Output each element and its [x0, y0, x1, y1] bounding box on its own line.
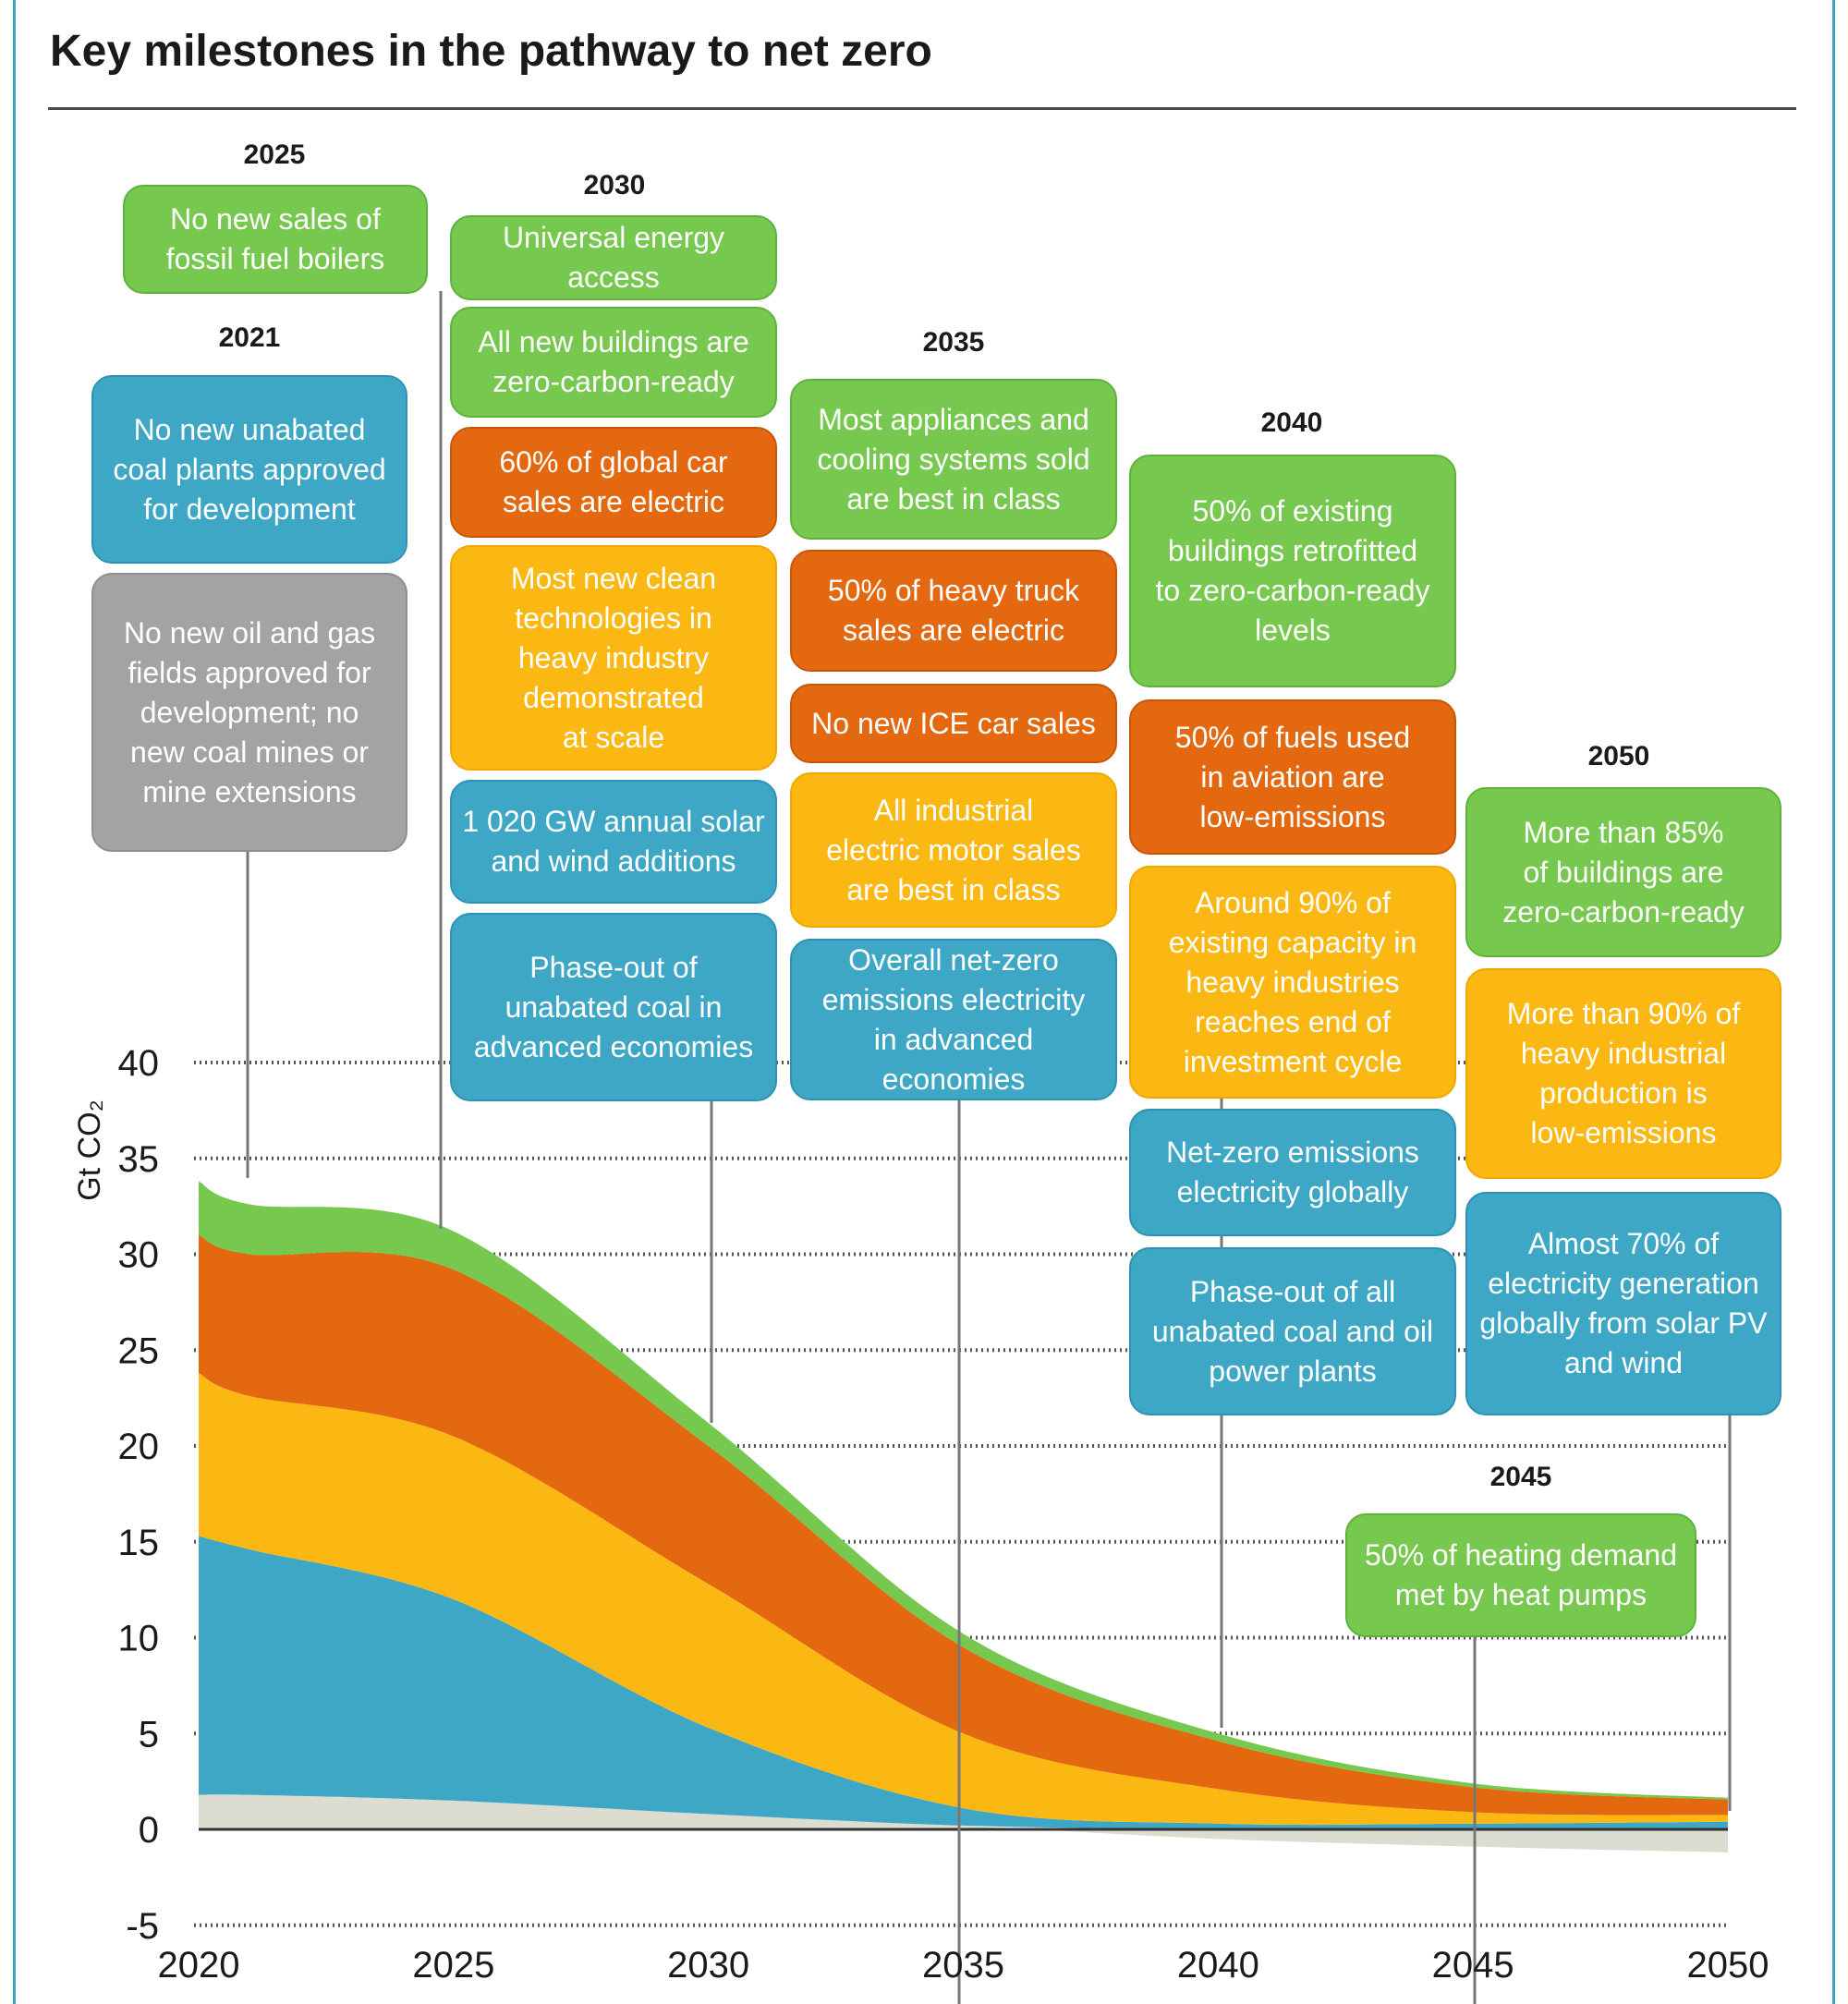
- x-tick-label: 2025: [412, 1945, 494, 1986]
- milestone-box-2040-3: Net-zero emissions electricity globally: [1129, 1109, 1456, 1236]
- x-tick-label: 2040: [1177, 1945, 1259, 1986]
- milestone-box-2035-4: Overall net-zero emissions electricity i…: [790, 939, 1117, 1100]
- y-tick-label: 5: [139, 1714, 159, 1755]
- chart-title: Key milestones in the pathway to net zer…: [50, 27, 932, 76]
- y-tick-label: 15: [118, 1523, 160, 1563]
- milestone-year-label: 2030: [584, 170, 646, 200]
- milestone-box-2030-1: All new buildings are zero-carbon-ready: [450, 307, 777, 418]
- milestone-box-2021-0: No new unabated coal plants approved for…: [91, 375, 407, 564]
- milestone-box-2035-3: All industrial electric motor sales are …: [790, 772, 1117, 928]
- area-series-orange: [199, 1234, 1728, 1816]
- milestone-year-label: 2025: [244, 140, 306, 170]
- milestone-box-2050-1: More than 90% of heavy industrial produc…: [1465, 968, 1781, 1179]
- area-series-beige: [199, 1794, 1728, 1852]
- x-tick-label: 2035: [922, 1945, 1004, 1986]
- milestone-box-2040-1: 50% of fuels used in aviation are low-em…: [1129, 699, 1456, 855]
- milestone-year-label: 2035: [923, 327, 985, 358]
- y-tick-label: 25: [118, 1330, 160, 1371]
- milestone-box-2035-0: Most appliances and cooling systems sold…: [790, 379, 1117, 540]
- milestone-box-2030-3: Most new clean technologies in heavy ind…: [450, 545, 777, 771]
- milestone-box-2050-2: Almost 70% of electricity generation glo…: [1465, 1192, 1781, 1415]
- milestone-box-2021-1: No new oil and gas fields approved for d…: [91, 573, 407, 852]
- area-series-green: [199, 1181, 1728, 1800]
- y-tick-label: 40: [118, 1043, 160, 1084]
- milestone-year-label: 2045: [1490, 1462, 1552, 1492]
- frame-right-border: [1832, 0, 1835, 2004]
- milestone-box-2030-2: 60% of global car sales are electric: [450, 427, 777, 538]
- area-series-yellow: [199, 1373, 1728, 1826]
- x-tick-label: 2020: [158, 1945, 240, 1986]
- milestone-box-2050-0: More than 85% of buildings are zero-carb…: [1465, 787, 1781, 957]
- milestone-box-2030-0: Universal energy access: [450, 215, 777, 300]
- milestone-box-2030-5: Phase-out of unabated coal in advanced e…: [450, 913, 777, 1101]
- y-tick-label: 30: [118, 1235, 160, 1276]
- milestone-box-2040-2: Around 90% of existing capacity in heavy…: [1129, 866, 1456, 1099]
- y-tick-label: 10: [118, 1619, 160, 1659]
- milestone-box-2035-2: No new ICE car sales: [790, 684, 1117, 763]
- milestone-box-2035-1: 50% of heavy truck sales are electric: [790, 550, 1117, 672]
- x-tick-label: 2050: [1687, 1945, 1769, 1986]
- x-tick-label: 2030: [667, 1945, 749, 1986]
- milestone-year-label: 2050: [1588, 741, 1650, 771]
- milestone-box-2025-0: No new sales of fossil fuel boilers: [123, 185, 428, 294]
- y-tick-label: 35: [118, 1139, 160, 1180]
- milestone-year-label: 2021: [219, 322, 281, 353]
- milestone-box-2040-0: 50% of existing buildings retrofitted to…: [1129, 455, 1456, 687]
- milestone-year-label: 2040: [1261, 407, 1323, 438]
- milestone-box-2040-4: Phase-out of all unabated coal and oil p…: [1129, 1247, 1456, 1415]
- title-divider: [48, 107, 1796, 110]
- y-axis-label: Gt CO₂: [72, 1099, 107, 1201]
- milestone-box-2030-4: 1 020 GW annual solar and wind additions: [450, 780, 777, 904]
- area-series-blue: [199, 1536, 1728, 1830]
- milestone-box-2045-0: 50% of heating demand met by heat pumps: [1345, 1513, 1696, 1637]
- y-tick-label: -5: [126, 1906, 159, 1947]
- x-tick-label: 2045: [1432, 1945, 1514, 1986]
- y-tick-label: 0: [139, 1810, 159, 1851]
- y-tick-label: 20: [118, 1427, 160, 1467]
- frame-left-border: [13, 0, 16, 2004]
